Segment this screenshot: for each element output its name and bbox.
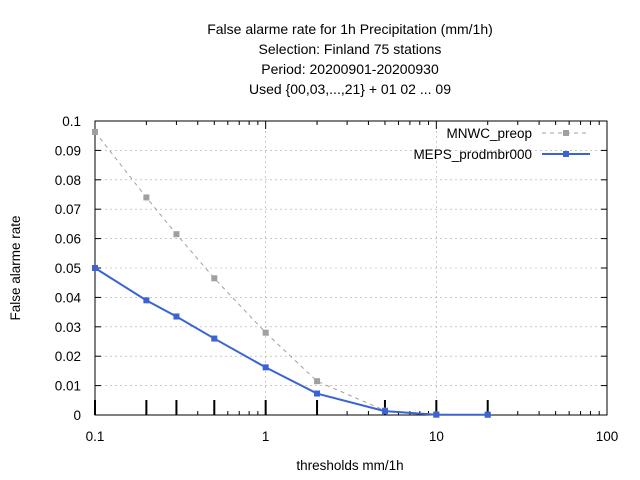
data-point bbox=[433, 411, 440, 418]
data-point bbox=[314, 378, 321, 385]
x-axis-label: thresholds mm/1h bbox=[296, 458, 403, 473]
x-tick-label: 1 bbox=[262, 429, 270, 444]
y-tick-label: 0.07 bbox=[55, 202, 81, 217]
y-tick-label: 0.04 bbox=[55, 290, 82, 305]
y-tick-label: 0.01 bbox=[55, 379, 81, 394]
data-point bbox=[262, 329, 269, 336]
legend-swatch-marker bbox=[563, 151, 569, 157]
y-axis-label: False alarme rate bbox=[8, 215, 23, 320]
chart-title-line: False alarme rate for 1h Precipitation (… bbox=[207, 21, 493, 37]
y-tick-label: 0.1 bbox=[62, 114, 81, 129]
data-point bbox=[314, 390, 321, 397]
data-point bbox=[143, 194, 150, 201]
data-point bbox=[484, 411, 491, 418]
chart-title: False alarme rate for 1h Precipitation (… bbox=[207, 21, 493, 97]
grid bbox=[95, 121, 607, 415]
y-tick-label: 0 bbox=[73, 408, 81, 423]
legend: MNWC_preop MEPS_prodmbr000 bbox=[413, 126, 590, 162]
y-tick-label: 0.08 bbox=[55, 173, 81, 188]
x-tick-label: 10 bbox=[429, 429, 444, 444]
data-point bbox=[92, 128, 98, 135]
data-point bbox=[211, 335, 218, 342]
data-point bbox=[173, 231, 180, 238]
chart-title-line: Period: 20200901-20200930 bbox=[261, 61, 439, 77]
y-tick-label: 0.02 bbox=[55, 349, 81, 364]
data-point bbox=[92, 265, 98, 271]
y-tick-label: 0.06 bbox=[55, 232, 81, 247]
chart-title-line: Selection: Finland 75 stations bbox=[259, 41, 442, 57]
data-point bbox=[173, 313, 180, 320]
legend-label: MNWC_preop bbox=[446, 126, 532, 141]
y-tick-label: 0.09 bbox=[55, 143, 81, 158]
legend-swatch-marker bbox=[563, 130, 569, 136]
legend-label: MEPS_prodmbr000 bbox=[413, 147, 532, 162]
y-tick-label: 0.05 bbox=[55, 261, 81, 276]
series-line-MNWC_preop bbox=[94, 131, 488, 416]
data-point bbox=[381, 408, 388, 415]
x-tick-label: 0.1 bbox=[86, 429, 105, 444]
series bbox=[92, 128, 491, 418]
series-line-MEPS_prodmbr000 bbox=[94, 267, 488, 416]
data-point bbox=[211, 275, 218, 282]
chart-title-line: Used {00,03,...,21} + 01 02 ... 09 bbox=[249, 81, 451, 97]
x-tick-label: 100 bbox=[596, 429, 619, 444]
data-point bbox=[143, 297, 150, 304]
axes: 0 0.01 0.02 0.03 0.04 0.05 0.06 0.07 0.08 0.09 0.1… bbox=[55, 114, 619, 444]
y-tick-label: 0.03 bbox=[55, 320, 81, 335]
data-point bbox=[262, 364, 269, 371]
